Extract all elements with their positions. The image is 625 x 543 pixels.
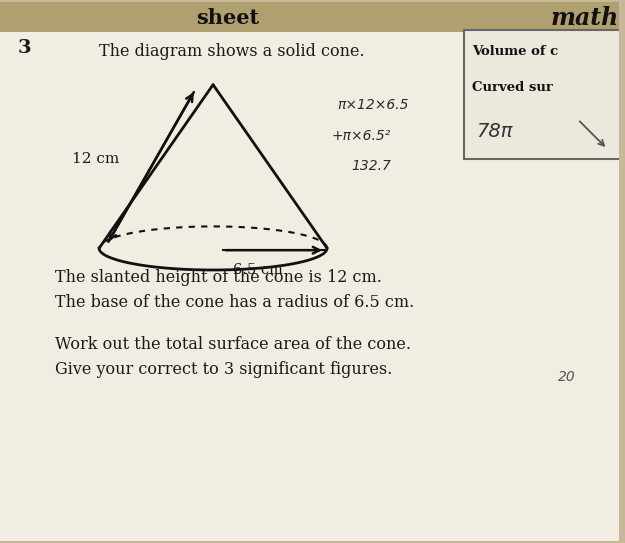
Bar: [464, 30, 622, 159]
Text: 6.5 cm: 6.5 cm: [232, 263, 282, 277]
Text: 3: 3: [18, 39, 31, 57]
Text: The base of the cone has a radius of 6.5 cm.: The base of the cone has a radius of 6.5…: [54, 294, 414, 311]
Text: 132.7: 132.7: [352, 159, 392, 173]
Text: +π×6.5²: +π×6.5²: [332, 129, 391, 143]
Text: 12 cm: 12 cm: [72, 152, 119, 166]
Text: Work out the total surface area of the cone.: Work out the total surface area of the c…: [54, 336, 411, 353]
Text: π×12×6.5: π×12×6.5: [337, 98, 409, 111]
Text: 20: 20: [558, 370, 576, 384]
Text: sheet: sheet: [196, 8, 259, 28]
Text: Curved sur: Curved sur: [472, 81, 552, 94]
Text: The diagram shows a solid cone.: The diagram shows a solid cone.: [99, 43, 365, 60]
Bar: [0, 2, 619, 32]
Text: 78π: 78π: [476, 122, 512, 141]
Text: Volume of c: Volume of c: [472, 46, 558, 59]
Text: math: math: [551, 7, 619, 30]
Text: The slanted height of the cone is 12 cm.: The slanted height of the cone is 12 cm.: [54, 269, 381, 287]
Text: Give your correct to 3 significant figures.: Give your correct to 3 significant figur…: [54, 361, 392, 377]
